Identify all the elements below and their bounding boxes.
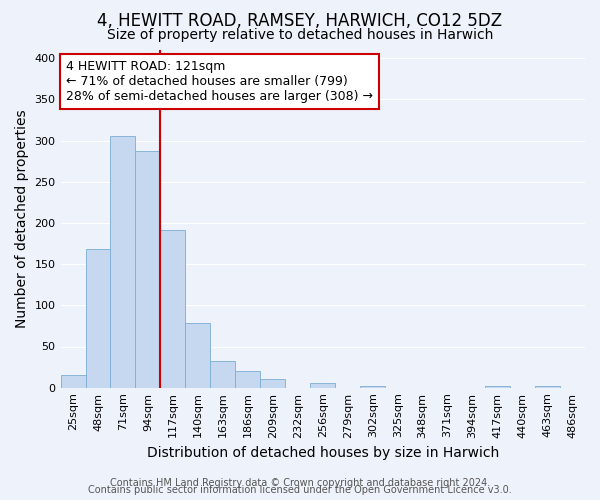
- Bar: [211, 362, 235, 388]
- Bar: [485, 386, 510, 388]
- Text: Contains public sector information licensed under the Open Government Licence v3: Contains public sector information licen…: [88, 485, 512, 495]
- Text: Size of property relative to detached houses in Harwich: Size of property relative to detached ho…: [107, 28, 493, 42]
- Bar: [310, 382, 335, 388]
- Y-axis label: Number of detached properties: Number of detached properties: [15, 110, 29, 328]
- Bar: [110, 136, 136, 388]
- Bar: [86, 250, 110, 388]
- Bar: [185, 322, 211, 388]
- X-axis label: Distribution of detached houses by size in Harwich: Distribution of detached houses by size …: [146, 446, 499, 460]
- Text: Contains HM Land Registry data © Crown copyright and database right 2024.: Contains HM Land Registry data © Crown c…: [110, 478, 490, 488]
- Bar: [260, 378, 286, 388]
- Bar: [136, 152, 160, 388]
- Text: 4, HEWITT ROAD, RAMSEY, HARWICH, CO12 5DZ: 4, HEWITT ROAD, RAMSEY, HARWICH, CO12 5D…: [97, 12, 503, 30]
- Bar: [160, 230, 185, 388]
- Text: 4 HEWITT ROAD: 121sqm
← 71% of detached houses are smaller (799)
28% of semi-det: 4 HEWITT ROAD: 121sqm ← 71% of detached …: [66, 60, 373, 103]
- Bar: [360, 386, 385, 388]
- Bar: [235, 371, 260, 388]
- Bar: [61, 374, 86, 388]
- Bar: [535, 386, 560, 388]
